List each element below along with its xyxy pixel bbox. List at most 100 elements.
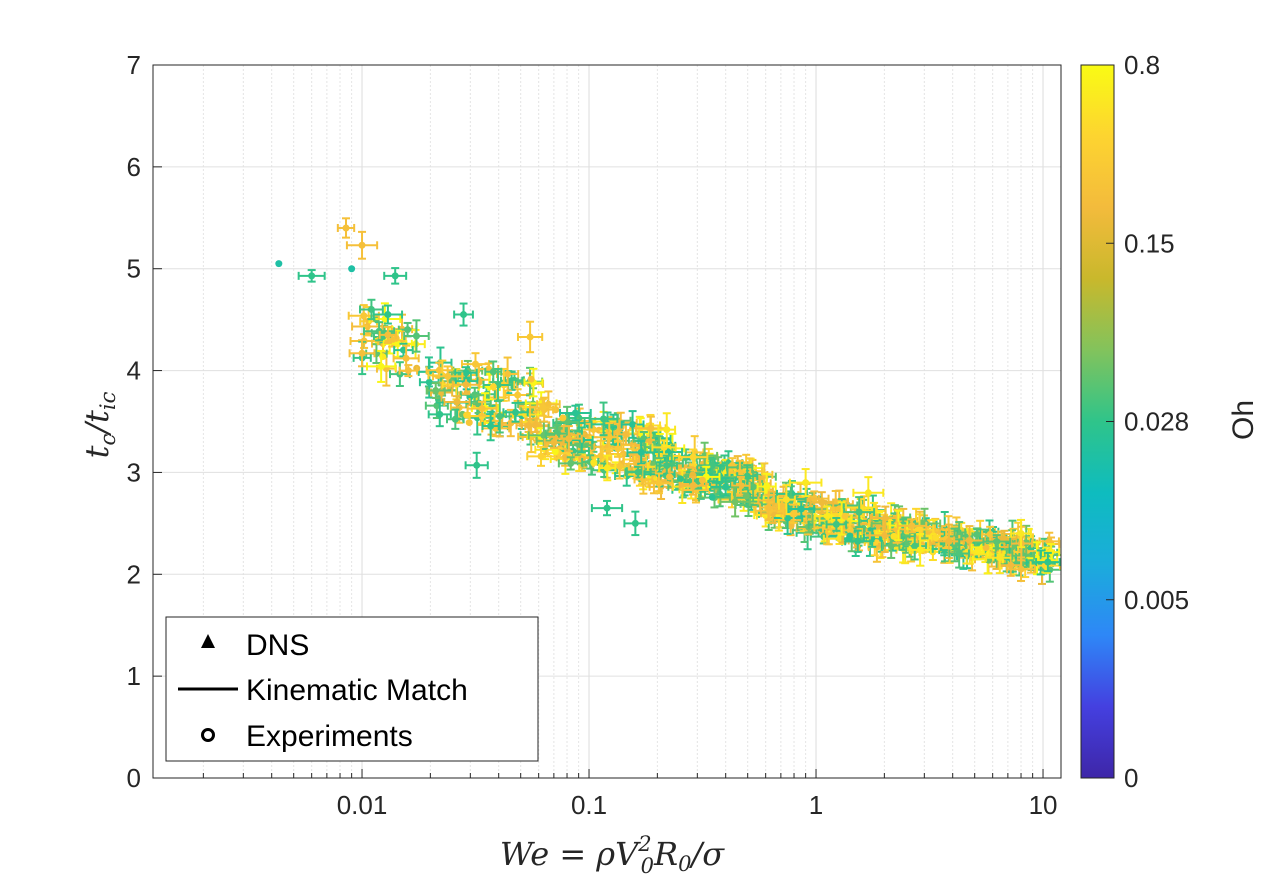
data-point [478, 405, 486, 413]
legend-label-kinematic-match: Kinematic Match [246, 674, 468, 707]
data-point [435, 366, 443, 374]
data-point [787, 522, 795, 530]
colorbar-tick-label: 0 [1124, 763, 1138, 793]
data-point [539, 404, 547, 412]
data-point [432, 387, 440, 395]
y-tick-label: 0 [127, 763, 141, 793]
data-point [537, 452, 545, 460]
data-point [571, 409, 579, 417]
y-tick-label: 1 [127, 661, 141, 691]
x-axis-title: We = ρV2 0R0/σ [500, 832, 725, 875]
x-title-sub: 0 [641, 854, 654, 875]
data-point [663, 462, 671, 470]
data-points [275, 217, 1061, 585]
data-point [622, 430, 630, 438]
data-point [731, 498, 739, 506]
data-point [436, 410, 444, 418]
data-point [955, 549, 963, 557]
data-point [496, 412, 504, 420]
data-point [358, 349, 366, 357]
grid-lines [153, 64, 1061, 779]
data-point [864, 489, 872, 497]
y-tick-label: 3 [127, 457, 141, 487]
data-point [689, 453, 697, 461]
data-point [764, 504, 772, 512]
data-point [854, 537, 862, 545]
legend-label-experiments: Experiments [246, 720, 413, 753]
data-point [342, 224, 350, 232]
data-point [1007, 561, 1015, 569]
y-tick-label: 6 [127, 152, 141, 182]
data-point [275, 260, 283, 268]
data-point [986, 530, 994, 538]
data-point [655, 479, 663, 487]
data-point [544, 400, 552, 408]
x-tick-label: 0.01 [337, 790, 388, 820]
data-point [597, 452, 605, 460]
colorbar-ticks: 0 0.005 0.028 0.15 0.8 [1106, 50, 1189, 793]
y-axis-ticks: 0 1 2 3 4 5 6 7 [127, 50, 162, 793]
x-tick-label: 1 [809, 790, 823, 820]
data-point [951, 541, 959, 549]
data-point [512, 408, 520, 416]
data-point [616, 462, 624, 470]
data-point [569, 447, 577, 455]
data-point [846, 526, 854, 534]
data-point [377, 362, 385, 370]
data-point [802, 479, 810, 487]
data-point [634, 468, 642, 476]
data-point [965, 536, 973, 544]
data-point [916, 546, 924, 554]
data-point [797, 505, 805, 513]
colorbar-tick-label: 0.15 [1124, 228, 1175, 258]
data-point [629, 420, 637, 428]
colorbar-tick-label: 0.8 [1124, 50, 1160, 80]
data-point [487, 422, 495, 430]
data-point [666, 473, 674, 481]
data-point [1044, 558, 1052, 566]
data-point [1000, 535, 1008, 543]
data-point [743, 472, 751, 480]
y-tick-label: 2 [127, 559, 141, 589]
data-point [832, 520, 840, 528]
colorbar-title: Oh [1227, 400, 1260, 440]
data-point [412, 332, 420, 340]
data-point [881, 531, 889, 539]
data-point [996, 554, 1004, 562]
data-point [647, 424, 655, 432]
x-title-sup: 2 [637, 832, 651, 856]
x-axis-ticks: 0.01 0.1 1 10 [202, 769, 1058, 820]
data-point [993, 538, 1001, 546]
data-point [708, 461, 716, 469]
x-tick-label: 10 [1029, 790, 1058, 820]
data-point [603, 504, 611, 512]
data-point [358, 241, 366, 249]
data-point [384, 331, 392, 339]
data-point [360, 312, 368, 320]
data-point [308, 272, 316, 280]
y-tick-label: 5 [127, 254, 141, 284]
plot-frame [152, 64, 1062, 779]
data-point [527, 375, 535, 383]
data-point [945, 537, 953, 545]
data-point [453, 398, 461, 406]
data-point [590, 459, 598, 467]
x-tick-label: 0.1 [571, 790, 607, 820]
data-point [974, 547, 982, 555]
legend-circle-marker [201, 728, 215, 742]
data-point [818, 499, 826, 507]
data-point [391, 272, 399, 280]
data-point [404, 326, 412, 334]
data-point [551, 448, 559, 456]
data-point [823, 512, 831, 520]
data-point [782, 496, 790, 504]
data-point [846, 532, 854, 540]
data-point [402, 354, 410, 362]
data-point [790, 510, 798, 518]
data-point [451, 415, 459, 423]
data-point [614, 445, 622, 453]
data-point [629, 441, 637, 449]
data-point [663, 426, 671, 434]
data-point [460, 311, 468, 319]
data-point [514, 391, 522, 399]
